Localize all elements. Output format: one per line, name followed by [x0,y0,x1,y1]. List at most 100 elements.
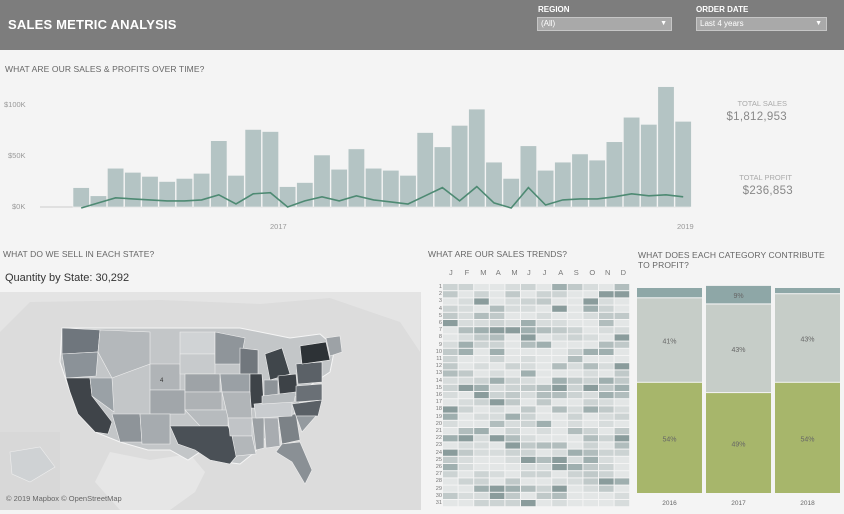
heatmap-cell[interactable] [489,291,505,298]
heatmap-cell[interactable] [552,312,567,319]
sales-bar[interactable] [261,131,279,208]
heatmap-cell[interactable] [474,370,489,377]
heatmap-cell[interactable] [536,384,552,391]
heatmap-cell[interactable] [474,456,489,463]
category-segment[interactable] [706,285,771,304]
heatmap-cell[interactable] [458,284,474,291]
heatmap-cell[interactable] [474,291,489,298]
state-iowa[interactable] [219,373,251,393]
heatmap-cell[interactable] [521,478,536,485]
heatmap-cell[interactable] [614,392,630,399]
heatmap-cell[interactable] [505,298,520,305]
heatmap-cell[interactable] [474,413,489,420]
category-segment[interactable] [706,393,771,493]
heatmap-cell[interactable] [614,500,630,507]
state-wisconsin[interactable] [239,347,259,375]
heatmap-cell[interactable] [599,456,614,463]
heatmap-cell[interactable] [583,341,598,348]
heatmap-cell[interactable] [599,363,614,370]
heatmap-cell[interactable] [474,399,489,406]
sales-bar[interactable] [193,173,211,208]
state-oregon[interactable] [61,351,99,379]
heatmap-cell[interactable] [536,363,552,370]
heatmap-cell[interactable] [536,464,552,471]
state-washington[interactable] [61,327,101,355]
heatmap-cell[interactable] [599,291,614,298]
heatmap-cell[interactable] [614,384,630,391]
heatmap-cell[interactable] [536,341,552,348]
category-segment[interactable] [775,294,840,382]
heatmap-cell[interactable] [614,471,630,478]
heatmap-cell[interactable] [443,413,458,420]
heatmap-cell[interactable] [458,291,474,298]
heatmap-cell[interactable] [458,392,474,399]
heatmap-cell[interactable] [567,298,583,305]
heatmap-cell[interactable] [536,334,552,341]
sales-bar[interactable] [210,140,228,208]
heatmap-cell[interactable] [583,478,598,485]
heatmap-cell[interactable] [443,478,458,485]
heatmap-cell[interactable] [505,420,520,427]
heatmap-cell[interactable] [458,341,474,348]
heatmap-cell[interactable] [521,464,536,471]
heatmap-cell[interactable] [474,442,489,449]
state-nevada[interactable] [89,377,115,413]
state-map[interactable]: 4 [0,292,421,510]
heatmap-cell[interactable] [614,320,630,327]
heatmap-cell[interactable] [521,449,536,456]
heatmap-cell[interactable] [614,428,630,435]
heatmap-cell[interactable] [521,291,536,298]
heatmap-cell[interactable] [489,464,505,471]
category-segment[interactable] [775,288,840,294]
sales-bar[interactable] [124,172,142,208]
sales-bar[interactable] [588,159,606,208]
state-alabama[interactable] [263,417,281,449]
heatmap-cell[interactable] [489,320,505,327]
heatmap-cell[interactable] [567,341,583,348]
heatmap-cell[interactable] [458,485,474,492]
heatmap-cell[interactable] [505,384,520,391]
heatmap-cell[interactable] [552,456,567,463]
heatmap-cell[interactable] [552,291,567,298]
heatmap-cell[interactable] [458,327,474,334]
heatmap-cell[interactable] [536,305,552,312]
heatmap-cell[interactable] [583,363,598,370]
heatmap-cell[interactable] [521,305,536,312]
heatmap-cell[interactable] [443,435,458,442]
heatmap-cell[interactable] [443,485,458,492]
heatmap-cell[interactable] [614,377,630,384]
heatmap-cell[interactable] [521,348,536,355]
heatmap-cell[interactable] [583,420,598,427]
sales-bar[interactable] [416,132,434,208]
heatmap-cell[interactable] [614,312,630,319]
heatmap-cell[interactable] [443,363,458,370]
heatmap-cell[interactable] [567,312,583,319]
heatmap-cell[interactable] [536,413,552,420]
heatmap-cell[interactable] [505,341,520,348]
state-louisiana[interactable] [231,435,257,457]
heatmap-cell[interactable] [583,320,598,327]
heatmap-cell[interactable] [443,341,458,348]
sales-bar[interactable] [227,175,245,208]
heatmap-cell[interactable] [614,327,630,334]
heatmap-cell[interactable] [567,399,583,406]
heatmap-cell[interactable] [489,485,505,492]
heatmap-cell[interactable] [458,478,474,485]
heatmap-cell[interactable] [552,298,567,305]
heatmap-cell[interactable] [599,384,614,391]
sales-bar[interactable] [175,178,193,208]
heatmap-cell[interactable] [599,478,614,485]
heatmap-cell[interactable] [567,363,583,370]
order-date-select[interactable]: Last 4 years ▼ [696,17,827,31]
state-south-carolina[interactable] [295,415,317,433]
heatmap-cell[interactable] [552,348,567,355]
region-select[interactable]: (All) ▼ [537,17,672,31]
heatmap-cell[interactable] [505,485,520,492]
state-alaska[interactable] [9,446,56,483]
heatmap-cell[interactable] [474,406,489,413]
heatmap-cell[interactable] [599,320,614,327]
heatmap-cell[interactable] [443,500,458,507]
heatmap-cell[interactable] [505,406,520,413]
heatmap-cell[interactable] [443,406,458,413]
heatmap-cell[interactable] [536,420,552,427]
